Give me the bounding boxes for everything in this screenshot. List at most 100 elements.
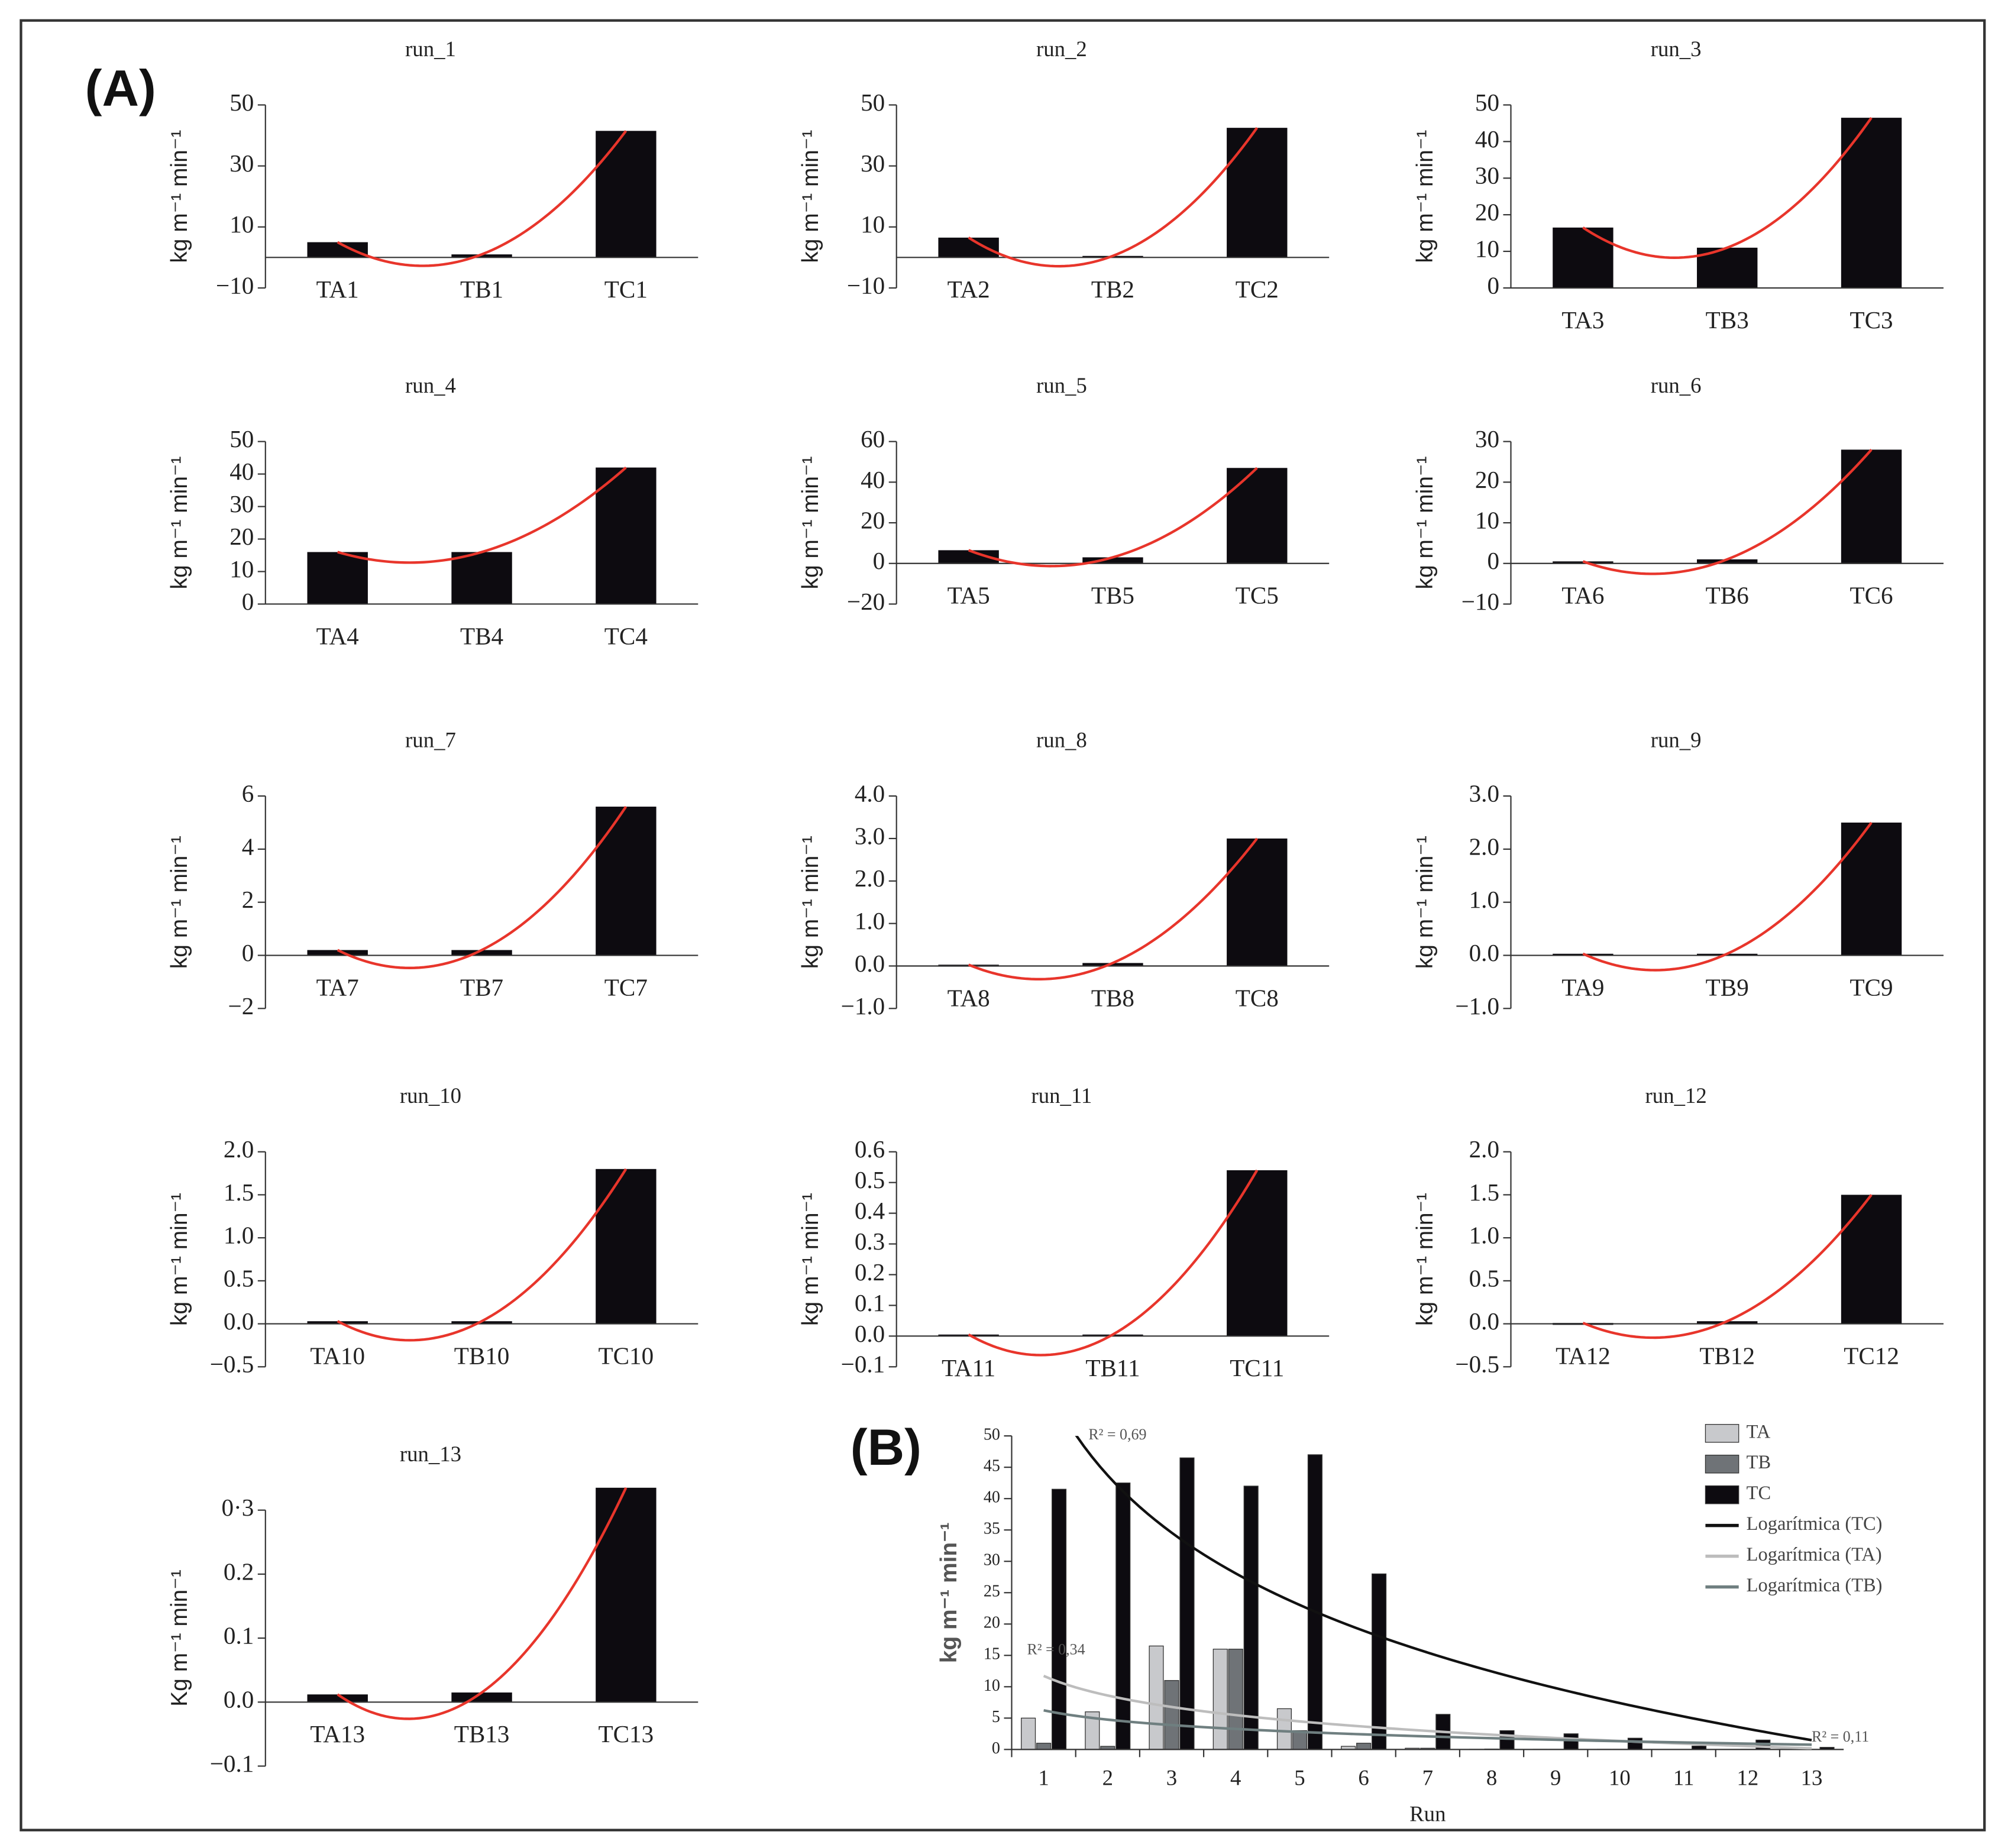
bar [1356,1743,1372,1750]
y-tick-label: 0.1 [224,1622,254,1649]
x-tick-label: TC12 [1844,1342,1899,1369]
y-axis-label: kg m⁻¹ min⁻¹ [936,1522,962,1663]
x-tick-label: TA7 [316,973,359,1001]
legend-label: Logarítmica (TB) [1747,1575,1883,1596]
x-tick-label: 9 [1550,1766,1561,1790]
y-tick-label: 60 [861,425,885,452]
bar [596,807,657,956]
y-axis-label: kg m⁻¹ min⁻¹ [1412,1193,1438,1326]
y-tick-label: 0.0 [224,1686,254,1713]
legend-label: TB [1747,1452,1771,1473]
bar [1228,1649,1243,1750]
chart-title: run_1 [405,37,456,61]
y-axis-label: kg m⁻¹ min⁻¹ [1412,836,1438,969]
y-axis-label: kg m⁻¹ min⁻¹ [167,457,192,590]
bar [1499,1730,1515,1750]
trend-curve [337,130,628,267]
y-tick-label: 0.0 [855,950,885,977]
x-tick-label: TA12 [1556,1342,1611,1369]
trend-curve [337,466,627,564]
y-tick-label: 10 [229,211,254,238]
y-tick-label: 0.0 [224,1307,254,1335]
x-tick-label: TB1 [460,276,503,303]
y-axis-label: kg m⁻¹ min⁻¹ [1412,130,1438,263]
bar [1292,1730,1307,1750]
y-tick-label: 10 [984,1677,1000,1695]
y-axis-label: kg m⁻¹ min⁻¹ [798,457,823,590]
bar [451,950,512,956]
chart-title: run_4 [405,373,456,397]
y-tick-label: 3.0 [1469,780,1499,807]
x-tick-label: TB5 [1091,582,1134,609]
chart-title: run_2 [1036,37,1087,61]
trend-curve [1582,1194,1873,1339]
y-tick-label: −0.1 [841,1351,885,1378]
y-tick-label: 40 [229,458,254,485]
x-tick-label: 2 [1102,1766,1113,1790]
legend-swatch [1705,1485,1739,1504]
trend-curve [968,837,1258,981]
y-tick-label: 0.1 [855,1289,885,1316]
x-tick-label: TC11 [1230,1354,1284,1381]
y-axis-label: kg m⁻¹ min⁻¹ [798,130,823,263]
y-tick-label: 0·3 [222,1494,254,1521]
bar [1841,449,1902,564]
annotation: R² = 0,34 [1027,1641,1085,1658]
bar [1036,1743,1052,1750]
y-tick-label: 0.4 [855,1197,885,1224]
bar [1227,1170,1288,1336]
bar [1841,822,1902,956]
x-tick-label: 11 [1673,1766,1694,1790]
x-tick-label: 3 [1166,1766,1177,1790]
y-tick-label: −10 [216,271,254,299]
x-tick-label: TB12 [1699,1342,1755,1369]
bar [307,950,368,956]
x-tick-label: TB6 [1706,582,1749,609]
trend-curve [337,805,628,970]
y-tick-label: 1.5 [1469,1179,1499,1206]
y-tick-label: −10 [847,271,885,299]
bar [938,550,999,564]
trend-line [1075,1436,1812,1742]
y-tick-label: 2 [242,886,254,913]
bar [596,1169,657,1324]
x-axis-label: Run [1409,1801,1446,1826]
bar [1082,963,1143,966]
y-tick-label: 20 [1475,199,1499,226]
bar [1276,1708,1292,1750]
bar [1021,1717,1036,1750]
x-tick-label: TA3 [1561,306,1604,334]
x-tick-label: 10 [1609,1766,1631,1790]
y-tick-label: 40 [984,1488,1000,1507]
x-tick-label: TC5 [1236,582,1279,609]
x-tick-label: TB7 [460,973,503,1001]
y-tick-label: 10 [861,211,885,238]
x-tick-label: TC3 [1850,306,1893,334]
y-tick-label: 1.0 [1469,886,1499,913]
bar [451,1692,512,1703]
annotation: R² = 0,69 [1088,1426,1146,1443]
y-tick-label: −2 [228,992,254,1020]
legend-label: TA [1747,1421,1771,1442]
y-tick-label: 30 [229,150,254,177]
x-tick-label: TC1 [604,276,648,303]
bar [596,1487,657,1703]
y-axis-label: kg m⁻¹ min⁻¹ [798,1193,823,1326]
y-tick-label: 0.0 [855,1320,885,1347]
bar [596,131,657,258]
y-axis-label: kg m⁻¹ min⁻¹ [167,836,192,969]
y-tick-label: 20 [1475,466,1499,493]
x-tick-label: TB11 [1085,1354,1140,1381]
x-tick-label: TB13 [454,1720,510,1747]
y-tick-label: 10 [1475,235,1499,262]
y-tick-label: 40 [861,466,885,493]
y-tick-label: 1.0 [855,907,885,934]
bar [307,1694,368,1703]
y-tick-label: 0.5 [1469,1264,1499,1292]
legend-label: Logarítmica (TA) [1747,1544,1882,1565]
y-tick-label: 40 [1475,125,1499,153]
bar [1563,1733,1579,1750]
chart-title: run_12 [1645,1083,1707,1108]
